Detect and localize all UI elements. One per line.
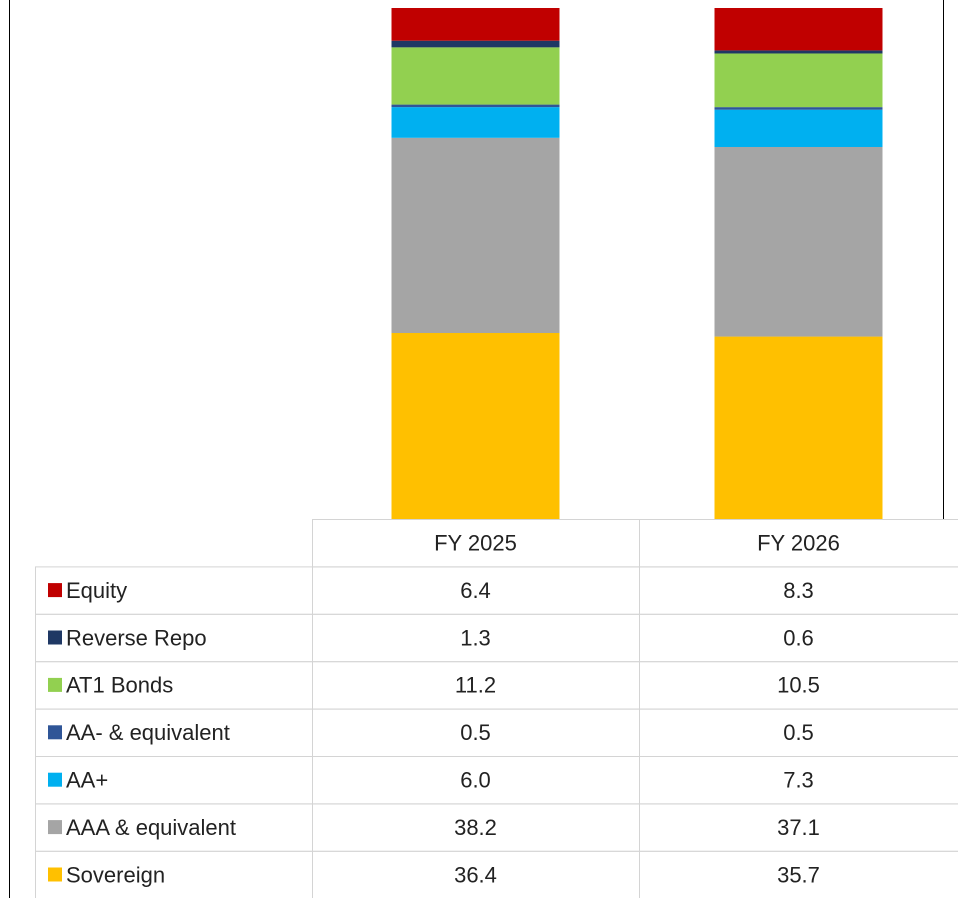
bar-segment [714, 8, 883, 51]
bar-segment [714, 146, 883, 337]
legend-key [48, 772, 62, 787]
legend-label: Equity [66, 578, 127, 603]
bar-segment [391, 40, 560, 48]
bar-segment [714, 107, 883, 110]
legend-key [48, 677, 62, 692]
legend-key [48, 583, 62, 598]
table-value: 35.7 [777, 862, 820, 887]
bar-segment [714, 336, 883, 519]
bar-segment [391, 332, 560, 519]
table-value: 6.0 [460, 768, 491, 793]
legend-label: AA- & equivalent [66, 720, 230, 745]
table-value: 37.1 [777, 815, 820, 840]
legend-label: Sovereign [66, 862, 165, 887]
bar-segment [714, 53, 883, 108]
legend-key [48, 820, 62, 835]
bar-segment [714, 50, 883, 54]
column-header: FY 2025 [434, 531, 517, 556]
table-value: 0.5 [783, 720, 814, 745]
bar-segment [391, 137, 560, 333]
table-value: 7.3 [783, 768, 814, 793]
column-header: FY 2026 [757, 531, 840, 556]
table-value: 6.4 [460, 578, 491, 603]
table-value: 0.6 [783, 625, 814, 650]
table-value: 10.5 [777, 673, 820, 698]
table-value: 1.3 [460, 625, 491, 650]
table-value: 0.5 [460, 720, 491, 745]
table-value: 8.3 [783, 578, 814, 603]
bar-segment [391, 104, 560, 108]
bar-segment [391, 107, 560, 138]
legend-key [48, 725, 62, 740]
bar-segment [714, 109, 883, 147]
legend-label: AT1 Bonds [66, 673, 173, 698]
table-cell [639, 850, 958, 898]
legend-key [48, 867, 62, 882]
table-value: 38.2 [454, 815, 497, 840]
bar-segment [391, 8, 560, 41]
legend-label: Reverse Repo [66, 625, 207, 650]
table-value: 11.2 [455, 673, 496, 698]
legend-key [48, 630, 62, 645]
table-value: 36.4 [454, 862, 497, 887]
bar-segment [391, 47, 560, 105]
legend-label: AAA & equivalent [66, 815, 236, 840]
legend-label: AA+ [66, 768, 108, 793]
